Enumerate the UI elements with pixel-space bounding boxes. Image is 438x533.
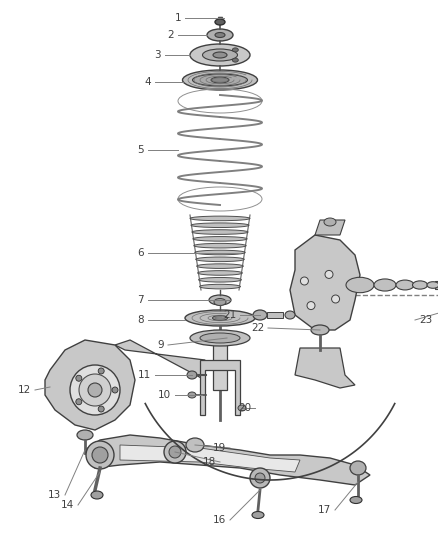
Ellipse shape: [91, 491, 103, 499]
Ellipse shape: [255, 473, 265, 483]
Ellipse shape: [232, 58, 238, 62]
Bar: [435, 281, 438, 289]
Text: 16: 16: [213, 515, 226, 525]
Ellipse shape: [92, 447, 108, 463]
Ellipse shape: [200, 284, 240, 289]
Text: 4: 4: [145, 77, 151, 87]
Text: 5: 5: [138, 145, 144, 155]
Text: 11: 11: [138, 370, 151, 380]
Text: 18: 18: [203, 457, 216, 467]
Ellipse shape: [76, 399, 82, 405]
Ellipse shape: [197, 264, 244, 269]
Text: 7: 7: [138, 295, 144, 305]
Ellipse shape: [188, 392, 196, 398]
Polygon shape: [45, 340, 135, 430]
Ellipse shape: [192, 230, 248, 235]
Polygon shape: [115, 340, 205, 380]
Ellipse shape: [307, 302, 315, 310]
Polygon shape: [290, 235, 360, 330]
Ellipse shape: [200, 333, 240, 343]
Ellipse shape: [192, 74, 247, 86]
Ellipse shape: [164, 441, 186, 463]
Ellipse shape: [209, 295, 231, 305]
Ellipse shape: [214, 298, 226, 305]
Text: 13: 13: [48, 490, 61, 500]
Ellipse shape: [86, 441, 114, 469]
Ellipse shape: [324, 218, 336, 226]
Ellipse shape: [350, 497, 362, 504]
Text: 17: 17: [318, 505, 331, 515]
Text: 6: 6: [138, 248, 144, 258]
Ellipse shape: [185, 310, 255, 326]
Ellipse shape: [311, 325, 329, 335]
Ellipse shape: [211, 77, 229, 83]
Ellipse shape: [187, 371, 197, 379]
Ellipse shape: [190, 44, 250, 66]
Ellipse shape: [325, 270, 333, 278]
Text: 9: 9: [157, 340, 164, 350]
Ellipse shape: [112, 387, 118, 393]
Ellipse shape: [215, 19, 225, 25]
Text: 3: 3: [154, 50, 161, 60]
Text: 2: 2: [167, 30, 174, 40]
Ellipse shape: [98, 406, 104, 412]
Ellipse shape: [300, 277, 308, 285]
Ellipse shape: [374, 279, 396, 291]
Bar: [267, 312, 283, 318]
Ellipse shape: [193, 237, 247, 241]
Text: 22: 22: [251, 323, 264, 333]
Ellipse shape: [252, 512, 264, 519]
Polygon shape: [85, 435, 370, 485]
Text: 8: 8: [138, 315, 144, 325]
Text: 21: 21: [223, 310, 236, 320]
Ellipse shape: [346, 277, 374, 293]
Ellipse shape: [191, 223, 249, 228]
Ellipse shape: [207, 29, 233, 41]
Text: 23: 23: [419, 315, 432, 325]
Polygon shape: [295, 348, 355, 388]
Ellipse shape: [350, 461, 366, 475]
Ellipse shape: [250, 468, 270, 488]
Ellipse shape: [70, 365, 120, 415]
Ellipse shape: [186, 438, 204, 452]
Ellipse shape: [76, 375, 82, 381]
Ellipse shape: [77, 430, 93, 440]
Ellipse shape: [79, 374, 111, 406]
Ellipse shape: [212, 316, 227, 320]
Polygon shape: [315, 220, 345, 235]
Ellipse shape: [202, 49, 237, 61]
Text: 19: 19: [213, 443, 226, 453]
Ellipse shape: [427, 282, 438, 288]
Ellipse shape: [238, 405, 246, 411]
Ellipse shape: [169, 446, 181, 458]
Ellipse shape: [98, 368, 104, 374]
Text: 12: 12: [18, 385, 31, 395]
Polygon shape: [120, 445, 300, 472]
Text: 20: 20: [238, 403, 251, 413]
Ellipse shape: [198, 278, 241, 282]
Bar: [213, 330, 227, 390]
Ellipse shape: [232, 48, 238, 52]
Ellipse shape: [190, 330, 250, 346]
Ellipse shape: [190, 216, 250, 221]
Ellipse shape: [332, 295, 339, 303]
Ellipse shape: [88, 383, 102, 397]
Ellipse shape: [194, 244, 246, 248]
Polygon shape: [200, 360, 240, 415]
Ellipse shape: [413, 281, 427, 289]
Text: 14: 14: [61, 500, 74, 510]
Ellipse shape: [215, 33, 225, 37]
Text: 10: 10: [158, 390, 171, 400]
Ellipse shape: [253, 310, 267, 320]
Ellipse shape: [183, 70, 258, 90]
Ellipse shape: [285, 311, 295, 319]
Ellipse shape: [396, 280, 414, 290]
Ellipse shape: [195, 250, 245, 255]
Text: 1: 1: [174, 13, 181, 23]
Ellipse shape: [198, 271, 242, 275]
Ellipse shape: [213, 52, 227, 58]
Ellipse shape: [196, 257, 244, 262]
